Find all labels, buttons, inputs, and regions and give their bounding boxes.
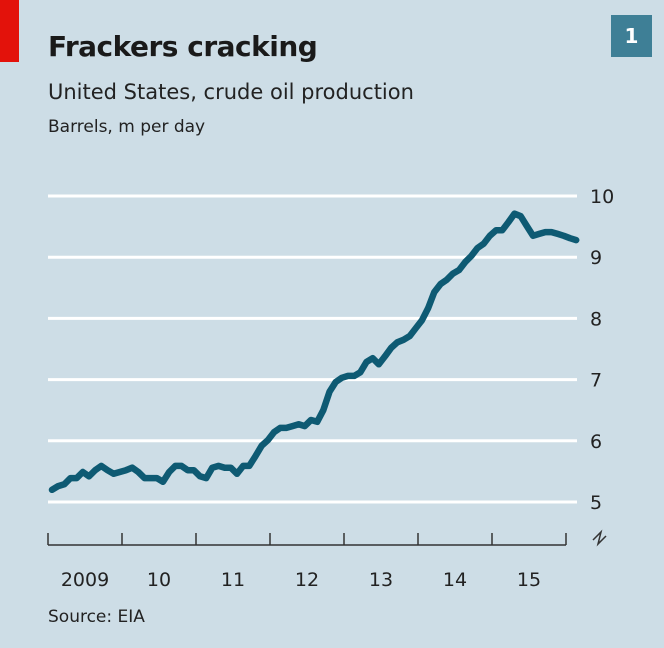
gridlines: [48, 194, 577, 504]
axis-break-mark: [592, 529, 607, 547]
unit-label: Barrels, m per day: [48, 117, 206, 137]
axis-break-icon: [592, 529, 607, 547]
x-tick-label: 11: [221, 569, 245, 591]
x-tick-label: 13: [369, 569, 393, 591]
y-tick-label: 10: [590, 186, 614, 208]
x-tick-label: 14: [443, 569, 467, 591]
x-axis-ticks: 2009 10 11 12 13 14 15: [61, 569, 541, 591]
source-note: Source: EIA: [48, 607, 145, 627]
x-axis: [47, 533, 567, 546]
y-tick-label: 5: [590, 492, 602, 514]
x-tick-label: 2009: [61, 569, 109, 591]
chart-subtitle: United States, crude oil production: [48, 80, 414, 104]
y-axis-ticks: 5 6 7 8 9 10: [590, 186, 614, 514]
series-line-0: [48, 210, 580, 494]
x-tick-label: 15: [517, 569, 541, 591]
accent-bar: [0, 0, 19, 62]
y-tick-label: 8: [590, 308, 602, 330]
y-tick-label: 6: [590, 431, 602, 453]
series-layer: [48, 210, 580, 494]
chart-title: Frackers cracking: [48, 30, 318, 63]
chart-number-badge: 1: [611, 15, 652, 57]
x-tick-label: 10: [147, 569, 171, 591]
y-tick-label: 9: [590, 247, 602, 269]
x-tick-label: 12: [295, 569, 319, 591]
y-tick-label: 7: [590, 370, 602, 392]
